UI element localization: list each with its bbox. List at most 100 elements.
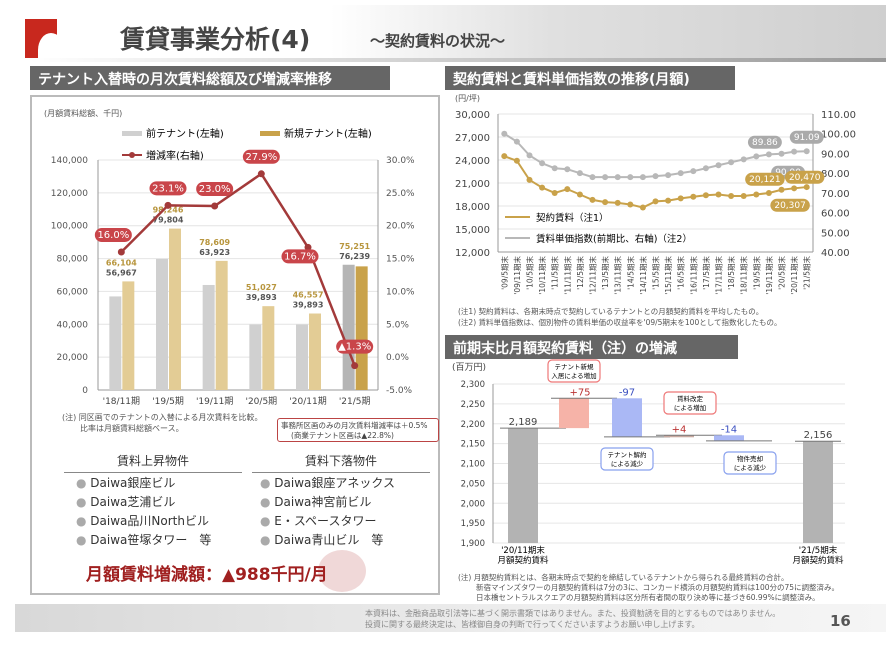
rent-point <box>690 193 697 200</box>
legend-label-index: 賃料単価指数(前期比、右軸)（注2） <box>536 233 692 245</box>
x-tick-label: '13/5期末 <box>600 256 610 290</box>
rent-point <box>740 193 747 200</box>
x-tick-label: '21/5期末 <box>802 256 812 290</box>
value-label: 2,156 <box>804 430 833 441</box>
index-point <box>501 130 508 137</box>
bar-previous-tenant <box>156 258 168 390</box>
legend-label-rate: 増減率(右軸) <box>146 149 204 162</box>
legend-swatch-prev <box>122 131 142 136</box>
x-tick-label: '13/11期末 <box>613 256 623 295</box>
rent-point <box>791 185 798 192</box>
disclaimer-1: 本資料は、金融商品取引法等に基づく開示書類ではありません。また、投資勧誘を目的と… <box>365 609 781 618</box>
x-tick-label: '21/5期 <box>339 396 371 407</box>
y-tick-label: 2,250 <box>461 400 485 410</box>
right-bottom-note-3: 日本橋セントラルスクエアの月額契約賃料は区分所有者間の取り決め等に基づき60.9… <box>476 593 820 602</box>
x-tick-label: '18/11期 <box>103 396 140 407</box>
list-item: ● Daiwa品川Northビル <box>76 514 209 528</box>
y-tick-label: 40,000 <box>57 320 89 330</box>
right-bottom-note-2: 新宿マインズタワーの月額契約賃料は7分の3に、コンカード横浜の月額契約賃料は10… <box>476 583 840 592</box>
waterfall-bar <box>508 428 538 543</box>
y-tick-label: 30,000 <box>455 110 490 121</box>
x-label-start-2: 月額契約賃料 <box>497 555 549 566</box>
y2-tick-label: -5.0% <box>386 386 413 396</box>
rent-point <box>564 186 571 193</box>
rate-label-bg <box>196 182 234 196</box>
bar-new-tenant <box>309 313 321 390</box>
y-tick-label: 0 <box>82 386 88 396</box>
x-tick-label: '14/11期末 <box>638 256 648 295</box>
bar-previous-tenant <box>202 284 215 390</box>
data-label-new: 75,251 <box>339 242 370 251</box>
x-tick-label: '19/11期 <box>196 396 233 407</box>
rate-line <box>120 172 356 367</box>
x-tick-label: '20/5期末 <box>777 256 787 290</box>
rate-point <box>117 248 125 256</box>
x-tick-label: '17/5期末 <box>701 256 711 290</box>
data-label-new: 98,246 <box>153 206 184 215</box>
page-title: 賃貸事業分析(4) <box>120 25 311 54</box>
y-tick-label: 15,000 <box>455 225 490 236</box>
rent-point <box>526 176 533 183</box>
legend-label-new: 新規テナント(左軸) <box>284 127 372 140</box>
rent-label-bg <box>784 170 825 184</box>
y2-tick-label: 40.00 <box>821 248 850 259</box>
index-label-bg <box>789 130 824 144</box>
x-label-end-1: '21/5期末 <box>799 545 838 556</box>
rate-label-bg <box>149 181 187 196</box>
rent-label: 20,307 <box>774 201 806 211</box>
x-label-start-1: '20/11期末 <box>501 545 545 556</box>
index-point <box>778 150 785 157</box>
y-tick-label: 2,100 <box>461 460 485 470</box>
tenant-turnover-chart: 0 20,000 40,000 60,000 80,000 100,000 120,000 1… <box>51 127 415 407</box>
rent-point <box>778 186 785 193</box>
page-number: 16 <box>830 612 851 630</box>
fall-list-title: 賃料下落物件 <box>252 452 430 473</box>
list-item: ● Daiwa青山ビル 等 <box>260 533 384 547</box>
rent-point <box>702 192 709 199</box>
index-point <box>740 156 747 163</box>
rent-point <box>539 184 546 191</box>
bar-previous-tenant <box>296 324 308 390</box>
waterfall-bar <box>664 435 694 438</box>
index-point <box>690 168 697 175</box>
rate-label: 27.9% <box>245 152 277 163</box>
section-title-right-top: 契約賃料と賃料単価指数の推移(月額) <box>445 66 735 90</box>
callout-line-1: 事務所区画のみの月次賃料増減率は＋0.5% <box>281 421 428 430</box>
y-tick-label: 20,000 <box>57 353 89 363</box>
x-tick-label: '16/5期末 <box>676 256 686 290</box>
y2-tick-label: 70.00 <box>821 189 850 200</box>
callout-text: テナント解約 <box>608 450 648 459</box>
y-axis-unit: (円/坪) <box>455 94 480 103</box>
x-tick-label: '14/5期末 <box>625 256 635 290</box>
y-tick-label: 2,300 <box>461 380 485 390</box>
footer-band <box>15 604 886 632</box>
index-point <box>539 160 546 167</box>
x-tick-label: '10/11期末 <box>537 256 547 295</box>
rate-point <box>304 243 312 251</box>
y2-tick-label: 20.0% <box>386 222 415 232</box>
index-point <box>665 172 672 179</box>
y-tick-label: 24,000 <box>455 156 490 167</box>
callout-line-2: (商業テナント区画は▲22.8%) <box>291 431 394 440</box>
legend-swatch-new <box>260 131 280 136</box>
x-tick-label: '09/5期末 <box>499 256 509 290</box>
y-tick-label: 1,950 <box>461 519 485 529</box>
index-point <box>602 174 609 181</box>
data-label-prev: 39,893 <box>293 301 324 310</box>
right-top-note-2: (注2) 賃料単価指数は、個別物件の賃料単価の収益率を'09/5期末を100とし… <box>458 318 782 327</box>
callout-text: による減少 <box>611 459 644 468</box>
rent-point <box>627 201 634 208</box>
index-point <box>803 148 810 155</box>
y2-tick-label: 110.00 <box>821 110 856 121</box>
x-tick-label: '17/11期末 <box>714 256 724 295</box>
x-tick-label: '19/5期末 <box>751 256 761 290</box>
bar-previous-tenant <box>249 324 262 390</box>
rent-point <box>665 197 672 204</box>
bar-previous-tenant <box>342 264 355 390</box>
callout-text: 物件売却 <box>737 454 763 463</box>
y-tick-label: 100,000 <box>51 222 88 232</box>
index-point <box>652 173 659 180</box>
callout-text: 賃料改定 <box>677 394 704 403</box>
rate-label-bg <box>336 339 374 354</box>
bar-new-tenant <box>169 228 181 390</box>
